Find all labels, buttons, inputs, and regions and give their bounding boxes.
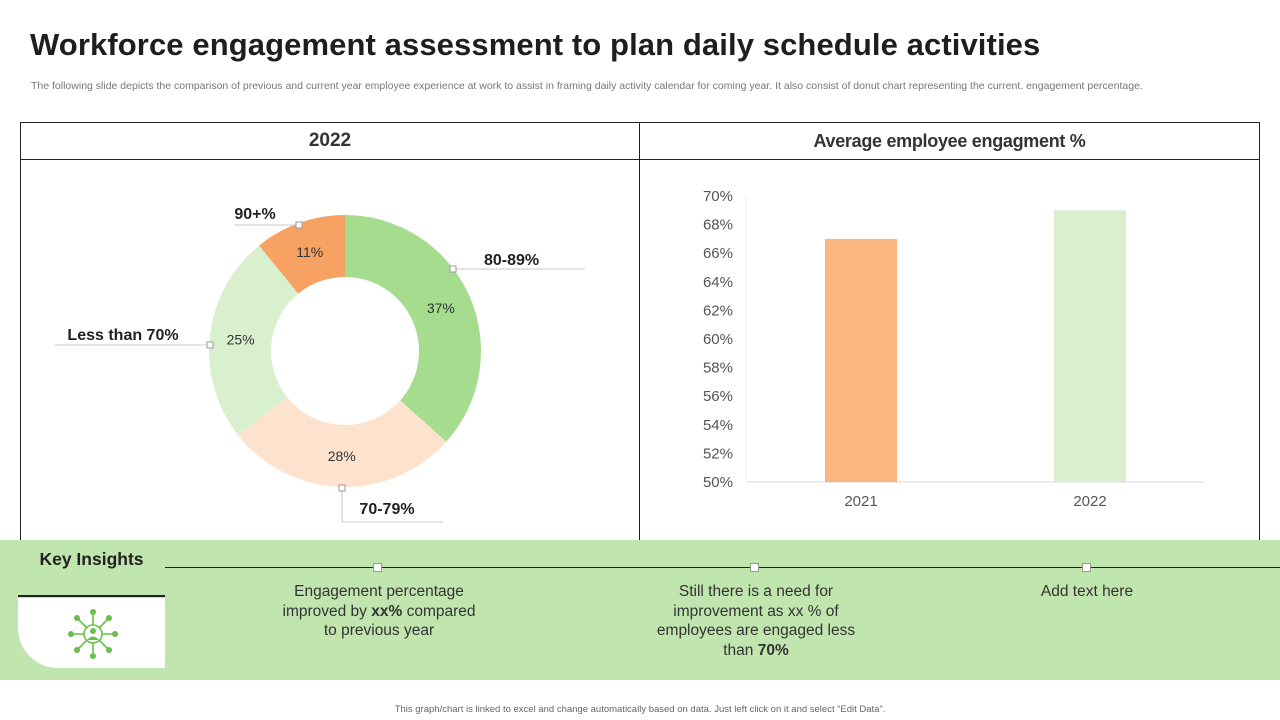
bar-y-tick-label: 68% (703, 217, 733, 234)
bar-x-tick-label: 2021 (844, 493, 877, 510)
donut-leader-marker (295, 221, 303, 229)
timeline-marker (373, 563, 382, 572)
donut-chart-heading: 2022 (21, 123, 639, 160)
bar-2022 (1054, 210, 1126, 483)
donut-category-label: 70-79% (359, 501, 414, 518)
donut-slice (345, 215, 481, 442)
donut-leader-marker (206, 341, 214, 349)
bar-y-tick-label: 66% (703, 245, 733, 262)
donut-slice-value: 37% (427, 300, 455, 316)
timeline-marker (1082, 563, 1091, 572)
insights-timeline (165, 567, 1280, 568)
timeline-marker (750, 563, 759, 572)
donut-leader-line (341, 488, 443, 523)
bar-y-tick-label: 64% (703, 274, 733, 291)
bar-chart-heading: Average employee engagment % (640, 123, 1259, 160)
insight-text: Still there is a need for improvement as… (656, 583, 856, 659)
donut-category-label: 90+% (234, 206, 275, 223)
donut-category-label: 80-89% (484, 252, 539, 269)
donut-leader-marker (449, 265, 457, 273)
donut-category-label: Less than 70% (67, 327, 178, 344)
bar-chart-panel: Average employee engagment % (639, 122, 1260, 552)
page-title: Workforce engagement assessment to plan … (30, 27, 1041, 62)
donut-leader-marker (338, 484, 346, 492)
bar-y-tick-label: 60% (703, 331, 733, 348)
donut-slice-value: 11% (296, 244, 323, 260)
bar-y-tick-label: 50% (703, 474, 733, 491)
key-insights-icon-box (18, 598, 165, 668)
bar-2021 (825, 238, 897, 482)
bar-y-tick-label: 62% (703, 302, 733, 319)
donut-slice-value: 25% (227, 332, 255, 348)
donut-slice-value: 28% (328, 448, 356, 464)
donut-slice (209, 245, 299, 436)
key-insights-band (0, 540, 1280, 680)
bar-y-tick-label: 70% (703, 188, 733, 205)
bar-y-tick-label: 54% (703, 417, 733, 434)
donut-slice (259, 215, 345, 294)
key-insights-underline (18, 595, 165, 597)
bar-y-tick-label: 58% (703, 360, 733, 377)
donut-slice (238, 396, 447, 488)
key-insights-heading: Key Insights (39, 549, 144, 569)
bar-x-tick-label: 2022 (1073, 493, 1106, 510)
insight-text: Engagement percentage improved by xx% co… (282, 583, 476, 639)
page-subtitle: The following slide depicts the comparis… (31, 80, 1143, 92)
engagement-network-icon (68, 609, 118, 659)
bar-y-tick-label: 56% (703, 388, 733, 405)
insight-text: Add text here (1040, 583, 1134, 600)
bar-y-tick-label: 52% (703, 445, 733, 462)
footer-note: This graph/chart is linked to excel and … (394, 704, 886, 715)
